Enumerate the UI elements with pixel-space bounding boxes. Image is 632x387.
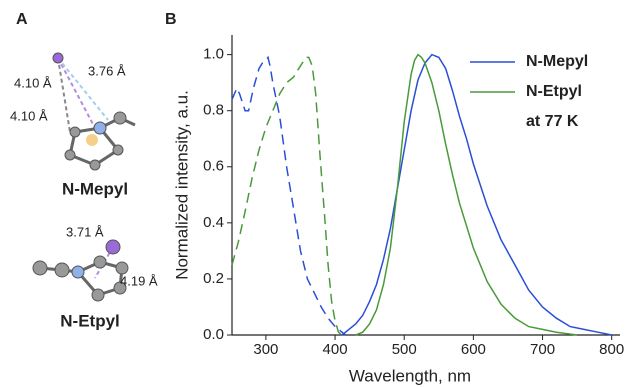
x-tick-label: 500 [392, 341, 417, 358]
legend-label: N-Etpyl [526, 83, 582, 100]
x-tick-label: 600 [461, 341, 486, 358]
figure: A 3.76 Å 4.10 Å 4.10 Å N-Mepyl [0, 0, 632, 387]
legend-label: N-Mepyl [526, 53, 588, 70]
distance-label: 3.76 Å [88, 63, 126, 78]
y-tick-label: 0.0 [203, 326, 224, 343]
x-tick-label: 800 [599, 341, 624, 358]
series-line [232, 57, 342, 335]
distance-label: 4.10 Å [10, 108, 48, 123]
x-tick-label: 400 [323, 341, 348, 358]
y-tick-label: 0.6 [203, 158, 224, 175]
distance-label: 3.71 Å [66, 224, 104, 239]
etpyl-structure [33, 240, 128, 301]
y-axis-title: Normalized intensity, a.u. [172, 90, 191, 280]
legend-note: at 77 K [526, 113, 579, 130]
molecule-name: N-Mepyl [62, 179, 128, 198]
y-tick-label: 0.8 [203, 102, 224, 119]
panel-label: A [16, 11, 28, 28]
distance-label: 4.10 Å [14, 75, 52, 90]
molecule-name: N-Etpyl [60, 311, 120, 330]
x-tick-label: 300 [253, 341, 278, 358]
y-tick-label: 1.0 [203, 46, 224, 63]
x-tick-label: 700 [530, 341, 555, 358]
panel-label: B [165, 11, 177, 28]
panel-a: A 3.76 Å 4.10 Å 4.10 Å N-Mepyl [10, 11, 158, 330]
y-tick-label: 0.2 [203, 270, 224, 287]
x-axis-title: Wavelength, nm [349, 366, 471, 385]
y-tick-label: 0.4 [203, 214, 224, 231]
distance-label: 4.19 Å [120, 273, 158, 288]
